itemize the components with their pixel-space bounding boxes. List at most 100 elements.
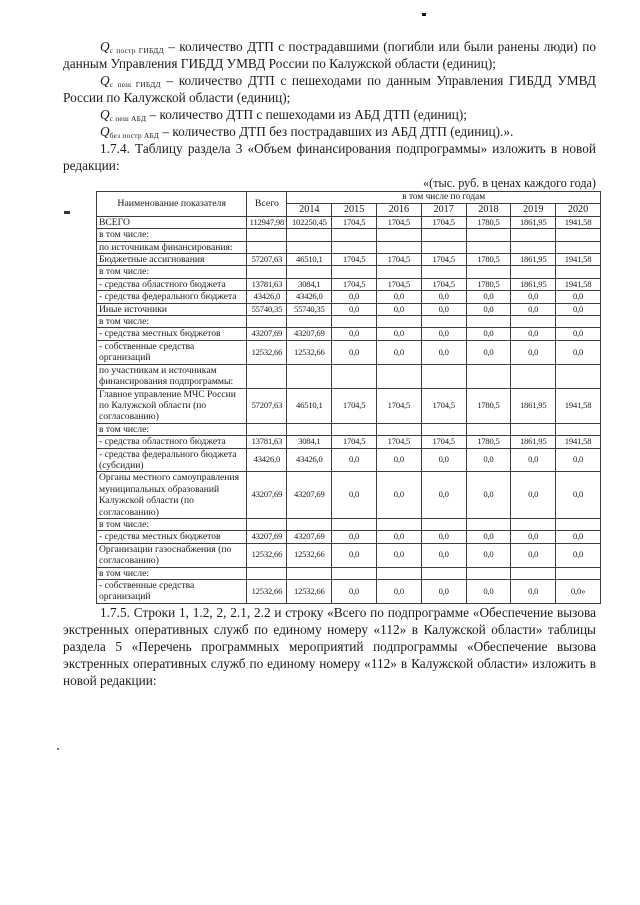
row-label: в том числе: xyxy=(95,228,248,242)
table-cell xyxy=(510,566,557,581)
table-cell: 0,0 xyxy=(465,290,512,304)
table-cell: 0,0 xyxy=(420,290,467,304)
table-cell: 1941,58 xyxy=(555,253,601,267)
table-cell: 0,0 xyxy=(420,327,467,341)
table-cell: 0,0 xyxy=(465,447,512,473)
table-cell: 3084,1 xyxy=(286,435,333,449)
scan-dash-artifact xyxy=(64,211,70,214)
formula-subscript: с пеш ГИБДД xyxy=(109,80,161,89)
table-cell xyxy=(420,517,467,532)
row-label: ВСЕГО xyxy=(95,215,248,230)
table-cell: 1861,95 xyxy=(510,215,557,230)
table-cell: 1704,5 xyxy=(420,435,467,449)
table-cell: 12532,66 xyxy=(286,579,333,604)
table-cell: 46510,1 xyxy=(286,387,333,424)
table-cell: 46510,1 xyxy=(286,253,333,267)
table-cell: 0,0 xyxy=(375,542,422,568)
table-cell xyxy=(331,228,377,242)
table-cell xyxy=(331,240,377,255)
table-cell: 1861,95 xyxy=(510,435,557,449)
table-cell xyxy=(246,240,288,255)
table-cell: 0,0 xyxy=(420,339,467,365)
section-1-7-5-paragraph: 1.7.5. Строки 1, 1.2, 2, 2.1, 2.2 и стро… xyxy=(63,604,596,688)
table-cell xyxy=(510,315,557,329)
table-cell: 1861,95 xyxy=(510,387,557,424)
table-cell: 0,0 xyxy=(375,302,422,317)
formula-definition: – количество ДТП без пострадавших из АБД… xyxy=(159,124,514,139)
table-cell: 1941,58 xyxy=(555,387,601,424)
row-label: в том числе: xyxy=(95,422,248,437)
table-row: в том числе: xyxy=(95,517,601,532)
row-label: - собственные средства организаций xyxy=(95,339,248,365)
column-header-year: 2015 xyxy=(331,203,377,217)
table-cell xyxy=(375,265,422,279)
table-cell xyxy=(465,363,512,389)
table-cell: 0,0 xyxy=(555,339,601,365)
table-row: - средства местных бюджетов 43207,69 43207… xyxy=(95,530,601,544)
table-cell: 0,0 xyxy=(510,447,557,473)
table-row: в том числе: xyxy=(95,265,601,279)
formula-subscript: без постр АБД xyxy=(109,131,160,140)
table-cell xyxy=(465,265,512,279)
table-cell: 0,0 xyxy=(420,530,467,544)
formula-paragraph-q-bez-postr-abd: Qбез постр АБД – количество ДТП без пост… xyxy=(63,123,596,140)
formula-definition: – количество ДТП с пешеходами из АБД ДТП… xyxy=(146,107,467,122)
table-cell: 0,0 xyxy=(510,579,557,604)
table-cell: 0,0 xyxy=(331,447,377,473)
table-cell: 0,0 xyxy=(375,327,422,341)
table-cell xyxy=(246,517,288,532)
column-header-year: 2016 xyxy=(375,203,422,217)
table-cell xyxy=(375,240,422,255)
table-cell: 0,0 xyxy=(331,542,377,568)
table-cell: 102250,45 xyxy=(286,215,333,230)
row-label: - средства областного бюджета xyxy=(95,277,248,292)
table-cell: 1780,5 xyxy=(465,215,512,230)
table-cell: 1704,5 xyxy=(420,387,467,424)
table-cell: 43426,0 xyxy=(286,290,333,304)
column-header-year: 2017 xyxy=(420,203,467,217)
row-label: - средства областного бюджета xyxy=(95,435,248,449)
table-cell: 1780,5 xyxy=(465,387,512,424)
table-cell: 1704,5 xyxy=(420,277,467,292)
table-cell: 0,0 xyxy=(420,447,467,473)
table-cell: 0,0 xyxy=(375,290,422,304)
row-label: - средства местных бюджетов xyxy=(95,530,248,544)
row-label: в том числе: xyxy=(95,265,248,279)
table-cell: 0,0 xyxy=(375,447,422,473)
table-row: - средства федерального бюджета (субсиди… xyxy=(95,447,601,473)
table-units-caption: «(тыс. руб. в ценах каждого года) xyxy=(423,176,596,190)
row-label: по участникам и источникам финансировани… xyxy=(95,363,248,389)
row-label: в том числе: xyxy=(95,517,248,532)
table-cell: 0,0 xyxy=(465,327,512,341)
table-cell: 13781,63 xyxy=(246,277,288,292)
table-cell: 1704,5 xyxy=(331,215,377,230)
table-cell: 112947,98 xyxy=(246,215,288,230)
table-cell: 1704,5 xyxy=(375,387,422,424)
row-label: Бюджетные ассигнования xyxy=(95,253,248,267)
table-cell: 1704,5 xyxy=(331,277,377,292)
row-label: в том числе: xyxy=(95,566,248,581)
table-cell: 1704,5 xyxy=(331,253,377,267)
table-cell xyxy=(555,422,601,437)
table-cell: 12532,66 xyxy=(286,339,333,365)
table-row: - собственные средства организаций 12532,… xyxy=(95,339,601,365)
table-cell xyxy=(286,265,333,279)
table-cell: 43426,0 xyxy=(246,447,288,473)
table-cell xyxy=(510,265,557,279)
formula-symbol: Q xyxy=(100,73,110,88)
table-cell xyxy=(375,566,422,581)
table-row: в том числе: xyxy=(95,228,601,242)
table-cell: 43207,69 xyxy=(286,471,333,519)
table-row: по источникам финансирования: xyxy=(95,240,601,255)
table-cell xyxy=(331,315,377,329)
table-cell: 0,0 xyxy=(331,290,377,304)
table-cell xyxy=(246,363,288,389)
formula-definition: – количество ДТП с пострадавшими (погибл… xyxy=(63,39,596,71)
table-cell xyxy=(420,240,467,255)
table-cell xyxy=(286,228,333,242)
table-cell xyxy=(246,566,288,581)
column-header-year: 2014 xyxy=(286,203,333,217)
table-cell: 0,0 xyxy=(555,290,601,304)
table-cell: 0,0 xyxy=(510,290,557,304)
table-cell xyxy=(246,315,288,329)
